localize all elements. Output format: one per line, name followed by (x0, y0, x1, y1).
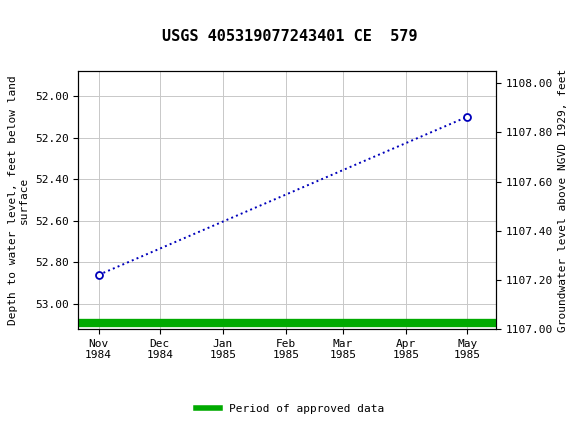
Legend: Period of approved data: Period of approved data (191, 399, 389, 418)
Text: ≡USGS: ≡USGS (3, 11, 63, 26)
Y-axis label: Groundwater level above NGVD 1929, feet: Groundwater level above NGVD 1929, feet (559, 68, 568, 332)
Text: USGS 405319077243401 CE  579: USGS 405319077243401 CE 579 (162, 29, 418, 44)
Y-axis label: Depth to water level, feet below land
surface: Depth to water level, feet below land su… (8, 75, 29, 325)
